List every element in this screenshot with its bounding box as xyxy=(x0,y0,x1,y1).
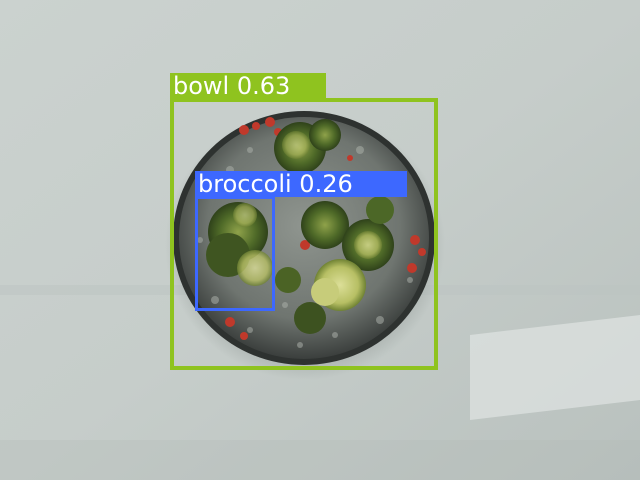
bowl-bounding-box xyxy=(170,98,438,370)
broccoli-bounding-box xyxy=(195,196,275,311)
bowl-detection-label: bowl 0.63 xyxy=(170,73,326,99)
broccoli-detection-label: broccoli 0.26 xyxy=(195,171,407,197)
